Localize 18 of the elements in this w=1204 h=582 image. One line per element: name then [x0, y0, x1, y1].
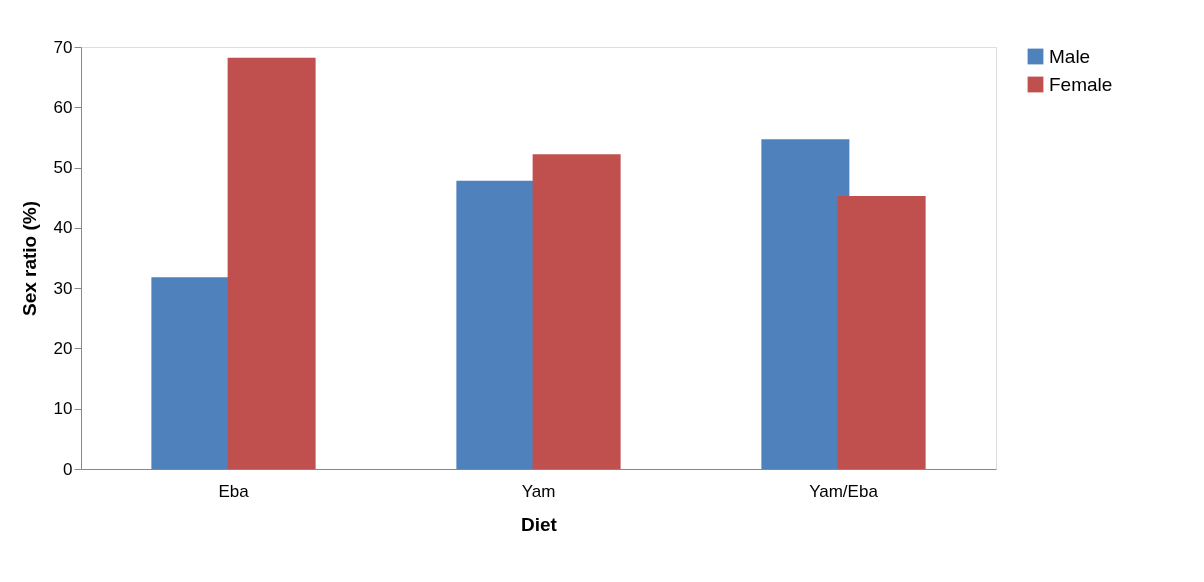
x-axis-title: Diet — [521, 513, 558, 535]
y-tick-label: 20 — [53, 338, 73, 358]
y-tick-label: 40 — [53, 218, 73, 238]
x-tick-label: Yam/Eba — [809, 481, 879, 501]
bar — [837, 195, 926, 469]
x-tick-label: Eba — [218, 481, 250, 501]
legend-label: Female — [1049, 73, 1113, 95]
legend-label: Male — [1049, 45, 1091, 67]
y-tick-label: 70 — [53, 37, 73, 57]
y-axis-title: Sex ratio (%) — [18, 200, 40, 317]
y-tick-label: 0 — [63, 459, 73, 479]
y-tick-label: 30 — [53, 278, 73, 298]
x-tick-label: Yam — [521, 481, 556, 501]
y-tick-label: 60 — [53, 97, 73, 117]
y-tick-label: 10 — [53, 399, 73, 419]
bar — [227, 57, 316, 469]
y-tick-label: 50 — [53, 158, 73, 178]
bar — [532, 154, 621, 469]
